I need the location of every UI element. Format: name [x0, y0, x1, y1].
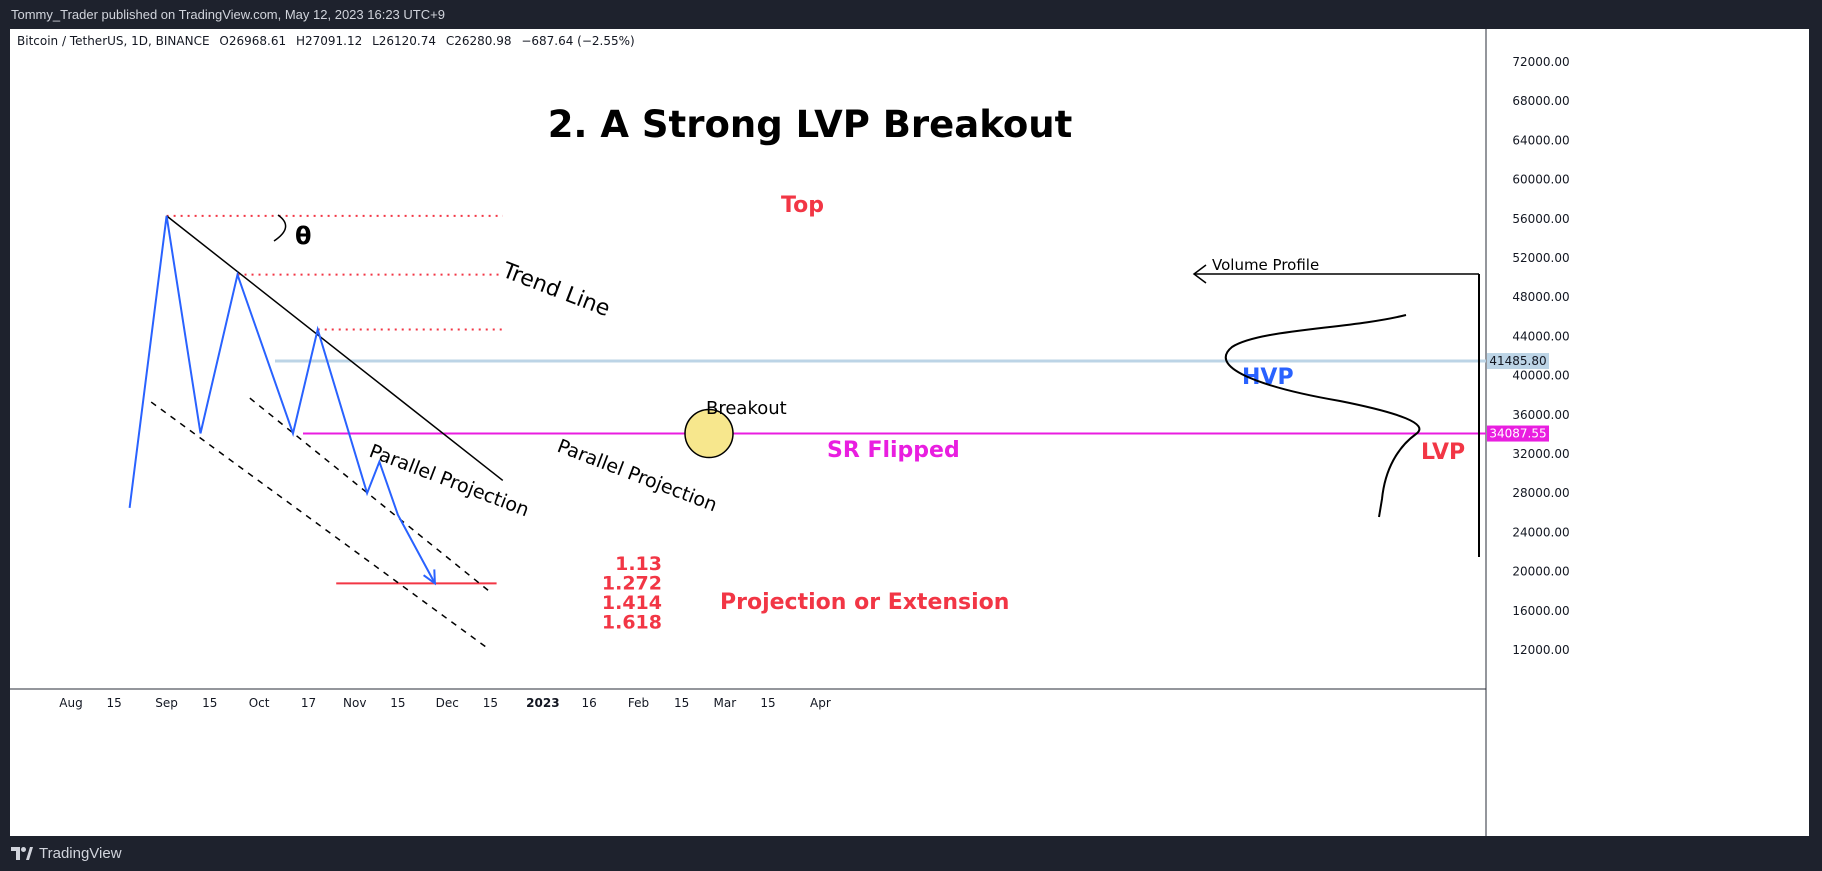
price-path-arrow-head: [423, 569, 436, 586]
legend-change: −687.64 (−2.55%): [521, 34, 634, 48]
trend-line[interactable]: [166, 215, 504, 482]
time-axis-tick: 15: [202, 696, 217, 710]
lvp-label: LVP: [1421, 440, 1465, 465]
fib-level-label: 1.13: [615, 553, 662, 575]
time-axis-tick: 17: [301, 696, 316, 710]
publish-info-bar: Tommy_Trader published on TradingView.co…: [0, 0, 1822, 29]
price-axis-tick: 72000.00: [1512, 55, 1569, 69]
fib-level-label: 1.272: [602, 573, 662, 595]
time-axis-tick: 15: [107, 696, 122, 710]
legend-symbol: Bitcoin / TetherUS, 1D, BINANCE: [17, 34, 210, 48]
legend-low: 26120.74: [379, 34, 436, 48]
price-axis-tick: 44000.00: [1512, 329, 1569, 343]
legend-open: 26968.61: [229, 34, 286, 48]
parallel-projection-line[interactable]: [150, 401, 488, 649]
price-badge[interactable]: [1487, 425, 1549, 442]
breakout-label: Breakout: [706, 398, 787, 419]
breakout-marker[interactable]: [684, 408, 734, 459]
footer-bar: TradingView: [0, 836, 1822, 871]
price-badge-label: 41485.80: [1489, 354, 1546, 368]
price-pattern-path[interactable]: [128, 215, 436, 584]
sr-flipped-label: SR Flipped: [827, 438, 960, 463]
time-axis-tick: Nov: [343, 696, 366, 710]
time-axis-tick: 15: [483, 696, 498, 710]
price-badge-label: 34087.55: [1489, 427, 1546, 441]
legend-low-label: L: [372, 34, 379, 48]
time-axis-tick: Dec: [436, 696, 459, 710]
parallel-projection-label: Parallel Projection: [366, 440, 532, 521]
price-axis-tick: 56000.00: [1512, 212, 1569, 226]
top-level-label: Top: [781, 193, 824, 218]
parallel-projection-line[interactable]: [249, 397, 491, 593]
fib-level-label: 1.414: [602, 592, 662, 614]
legend-close: 26280.98: [454, 34, 511, 48]
price-axis-tick: 32000.00: [1512, 447, 1569, 461]
price-axis-tick: 20000.00: [1512, 565, 1569, 579]
price-axis-tick: 68000.00: [1512, 94, 1569, 108]
price-axis-tick: 52000.00: [1512, 251, 1569, 265]
volume-profile-arrow-head: [1192, 264, 1207, 284]
price-axis-tick: 24000.00: [1512, 525, 1569, 539]
price-axis-tick: 12000.00: [1512, 643, 1569, 657]
price-axis-tick: 60000.00: [1512, 173, 1569, 187]
trend-line-label: Trend Line: [498, 258, 613, 322]
price-axis-tick: 40000.00: [1512, 369, 1569, 383]
chart-frame[interactable]: Bitcoin / TetherUS, 1D, BINANCE O26968.6…: [10, 29, 1809, 836]
tradingview-brand: TradingView: [39, 845, 122, 862]
volume-profile-drawing: Volume Profile: [1192, 256, 1480, 557]
tradingview-logo[interactable]: TradingView: [11, 845, 122, 862]
price-axis-tick: 28000.00: [1512, 486, 1569, 500]
volume-profile-curve: [1224, 314, 1421, 518]
price-axis-tick: 36000.00: [1512, 408, 1569, 422]
legend-close-label: C: [446, 34, 454, 48]
price-axis-tick: 16000.00: [1512, 604, 1569, 618]
projection-extension-label: Projection or Extension: [720, 590, 1009, 615]
price-axis-tick: 48000.00: [1512, 290, 1569, 304]
time-axis-tick: 15: [390, 696, 405, 710]
chart-title: 2. A Strong LVP Breakout: [548, 103, 1073, 146]
tradingview-logo-icon: [11, 847, 33, 860]
time-axis-tick: Sep: [155, 696, 178, 710]
fib-level-label: 1.618: [602, 612, 662, 634]
legend-high-label: H: [296, 34, 305, 48]
time-axis-tick: Feb: [628, 696, 649, 710]
time-axis-tick: Oct: [249, 696, 270, 710]
legend-row: Bitcoin / TetherUS, 1D, BINANCE O26968.6…: [17, 34, 635, 48]
theta-angle-arc: [273, 214, 287, 242]
time-axis-tick: Mar: [713, 696, 736, 710]
time-axis-tick: 16: [581, 696, 596, 710]
theta-label: θ: [295, 222, 312, 250]
time-axis-tick: 2023: [526, 696, 559, 710]
time-axis-tick: 15: [760, 696, 775, 710]
published-line: Tommy_Trader published on TradingView.co…: [11, 7, 445, 22]
chart-canvas[interactable]: Bitcoin / TetherUS, 1D, BINANCE O26968.6…: [10, 29, 1809, 836]
time-axis-tick: Aug: [59, 696, 82, 710]
volume-profile-label: Volume Profile: [1212, 256, 1319, 274]
time-axis-tick: 15: [674, 696, 689, 710]
legend-high: 27091.12: [305, 34, 362, 48]
legend-open-label: O: [219, 34, 228, 48]
time-axis-tick: Apr: [810, 696, 831, 710]
price-badge[interactable]: [1487, 353, 1549, 370]
price-axis-tick: 64000.00: [1512, 133, 1569, 147]
